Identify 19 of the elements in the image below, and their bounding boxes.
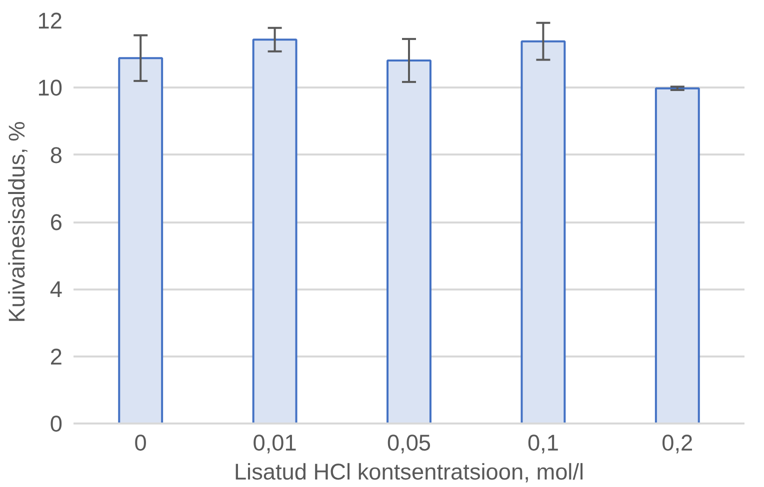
y-tick-label: 12 <box>37 8 62 34</box>
y-tick-label: 4 <box>50 276 63 302</box>
x-tick-label: 0,1 <box>527 430 559 456</box>
bar <box>654 87 700 424</box>
bar <box>252 38 298 424</box>
y-tick-label: 6 <box>50 209 63 235</box>
x-tick-label: 0,01 <box>252 430 297 456</box>
y-tick-label: 10 <box>37 74 62 101</box>
bar <box>386 59 432 424</box>
y-tick-label: 0 <box>50 410 63 436</box>
x-tick-label: 0 <box>134 430 147 456</box>
x-axis-title: Lisatud HCl kontsentratsioon, mol/l <box>234 458 584 484</box>
y-tick-label: 8 <box>50 142 63 168</box>
bar <box>118 57 164 424</box>
y-tick-label: 2 <box>50 343 63 370</box>
bar <box>520 40 566 424</box>
y-axis-title: Kuivainesisaldus, % <box>3 121 30 323</box>
x-tick-label: 0,05 <box>386 430 432 456</box>
x-tick-label: 0,2 <box>662 430 694 456</box>
